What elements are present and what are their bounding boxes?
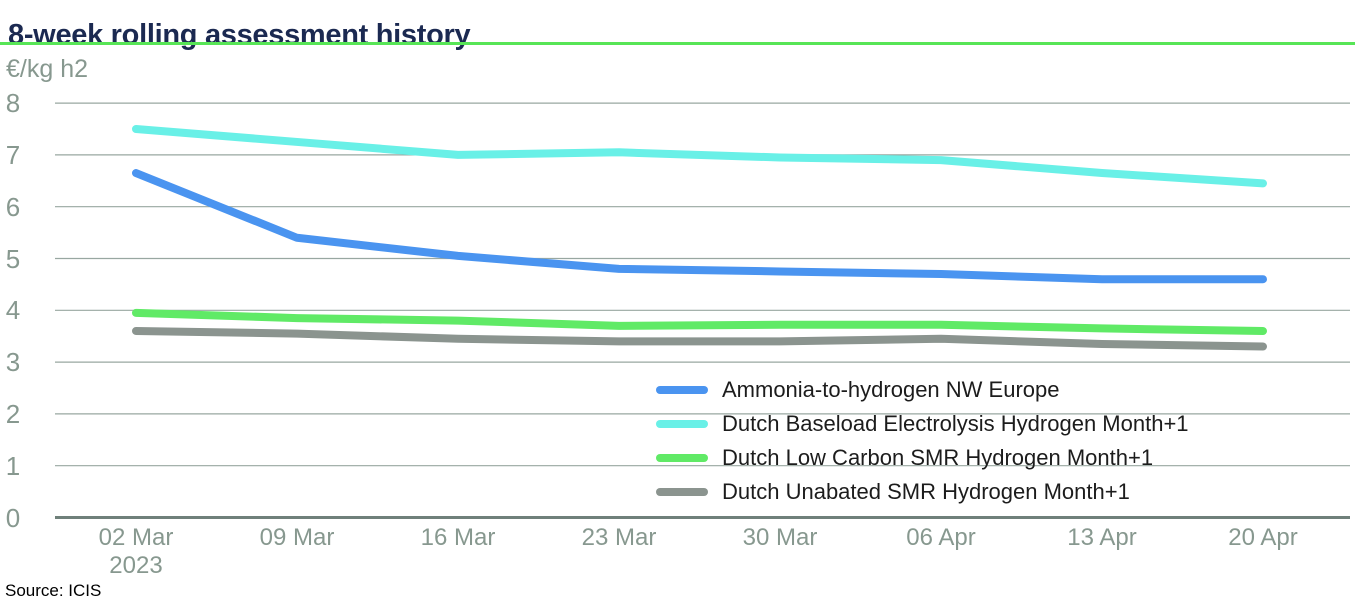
y-tick-label-3: 3 <box>5 347 21 378</box>
y-tick-label-1: 1 <box>5 450 21 481</box>
y-tick-label-7: 7 <box>5 139 21 170</box>
y-tick-label-2: 2 <box>5 398 21 429</box>
y-tick-label-4: 4 <box>5 295 21 326</box>
legend-swatch-low-carbon-smr <box>656 454 708 462</box>
x-tick-label-0: 02 Mar 2023 <box>98 524 174 579</box>
legend-item-unabated-smr: Dutch Unabated SMR Hydrogen Month+1 <box>656 477 1130 507</box>
series-line-3 <box>132 327 1267 351</box>
series-line-2 <box>132 308 1267 336</box>
title-accent-rule <box>0 42 1355 45</box>
y-tick-label-0: 0 <box>5 502 21 533</box>
legend-label: Ammonia-to-hydrogen NW Europe <box>722 377 1060 402</box>
y-tick-label-8: 8 <box>5 88 21 119</box>
legend-label: Dutch Low Carbon SMR Hydrogen Month+1 <box>722 445 1154 470</box>
x-tick-label-1: 09 Mar <box>259 524 335 551</box>
legend-swatch-ammonia <box>656 386 708 394</box>
y-axis-unit-label: €/kg h2 <box>6 55 89 83</box>
y-tick-label-6: 6 <box>5 191 21 222</box>
series-line-1 <box>132 125 1267 188</box>
source-note: Source: ICIS <box>5 581 102 600</box>
legend-item-low-carbon-smr: Dutch Low Carbon SMR Hydrogen Month+1 <box>656 443 1153 473</box>
legend-label: Dutch Baseload Electrolysis Hydrogen Mon… <box>722 411 1189 436</box>
x-tick-label-6: 13 Apr <box>1067 524 1137 551</box>
legend-item-ammonia: Ammonia-to-hydrogen NW Europe <box>656 375 1059 405</box>
y-tick-label-5: 5 <box>5 243 21 274</box>
x-tick-label-7: 20 Apr <box>1228 524 1298 551</box>
page-title: 8-week rolling assessment history <box>8 19 471 52</box>
x-tick-label-3: 23 Mar <box>581 524 657 551</box>
x-tick-label-4: 30 Mar <box>742 524 818 551</box>
legend-swatch-unabated-smr <box>656 488 708 496</box>
x-tick-label-2: 16 Mar <box>420 524 496 551</box>
x-tick-label-5: 06 Apr <box>906 524 976 551</box>
legend-label: Dutch Unabated SMR Hydrogen Month+1 <box>722 479 1130 504</box>
series-line-0 <box>132 169 1267 284</box>
legend-item-baseload-electrolysis: Dutch Baseload Electrolysis Hydrogen Mon… <box>656 409 1189 439</box>
legend-swatch-baseload-electrolysis <box>656 420 708 428</box>
